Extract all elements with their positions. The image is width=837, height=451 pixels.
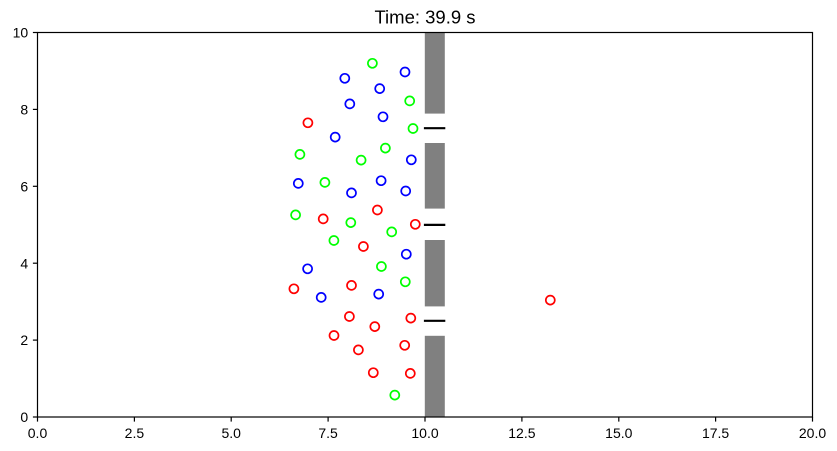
svg-text:20.0: 20.0 — [799, 425, 826, 441]
svg-text:0: 0 — [20, 409, 28, 425]
svg-text:0.0: 0.0 — [28, 425, 48, 441]
svg-text:12.5: 12.5 — [508, 425, 535, 441]
svg-text:4: 4 — [20, 255, 28, 271]
svg-text:7.5: 7.5 — [318, 425, 338, 441]
svg-text:8: 8 — [20, 102, 28, 118]
svg-text:5.0: 5.0 — [221, 425, 241, 441]
svg-text:10.0: 10.0 — [411, 425, 438, 441]
svg-text:6: 6 — [20, 178, 28, 194]
svg-text:15.0: 15.0 — [605, 425, 632, 441]
svg-text:2.5: 2.5 — [125, 425, 145, 441]
svg-text:2: 2 — [20, 332, 28, 348]
svg-text:17.5: 17.5 — [702, 425, 729, 441]
svg-text:Time: 39.9 s: Time: 39.9 s — [374, 7, 475, 28]
svg-text:10: 10 — [13, 25, 29, 41]
